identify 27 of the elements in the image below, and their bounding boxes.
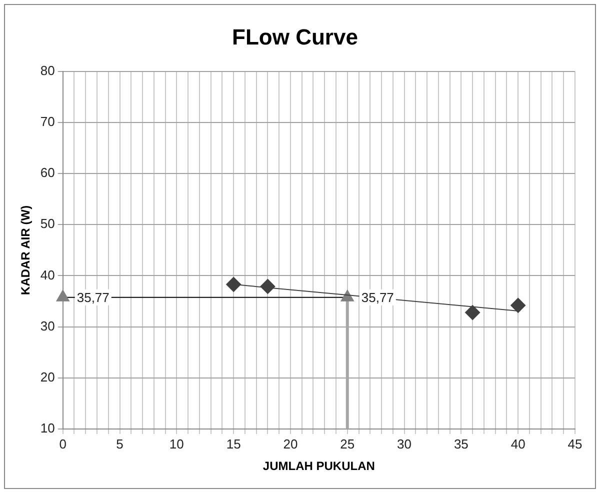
x-tick-label: 35 xyxy=(454,436,468,452)
y-tick-label: 60 xyxy=(40,165,55,180)
point xyxy=(510,298,526,313)
y-tick-label: 80 xyxy=(40,62,55,78)
y-tick-label: 40 xyxy=(40,267,55,282)
x-tick-label: 40 xyxy=(510,436,526,452)
x-tick-label: 20 xyxy=(283,436,298,452)
y-tick-label: 50 xyxy=(40,216,55,232)
point xyxy=(226,276,242,292)
x-tick-label: 15 xyxy=(226,436,241,452)
x-tick-label: 45 xyxy=(568,436,582,452)
y-tick-label: 30 xyxy=(40,318,55,334)
data-label: 35,77 xyxy=(361,290,394,305)
chart-title: FLow Curve xyxy=(232,24,358,50)
y-tick-label: 10 xyxy=(40,420,55,436)
data-label: 35,77 xyxy=(76,290,110,305)
x-tick-label: 0 xyxy=(59,436,66,452)
point xyxy=(260,278,276,294)
y-axis-title: KADAR AIR (W) xyxy=(18,205,33,295)
x-tick-label: 5 xyxy=(116,436,124,452)
x-axis-title: JUMLAH PUKULAN xyxy=(262,459,375,474)
x-tick-label: 10 xyxy=(169,436,184,452)
y-tick-label: 70 xyxy=(40,114,55,130)
point xyxy=(465,305,480,320)
x-tick-label: 25 xyxy=(340,436,355,452)
x-tick-label: 30 xyxy=(397,436,412,452)
y-tick-label: 20 xyxy=(40,369,55,384)
